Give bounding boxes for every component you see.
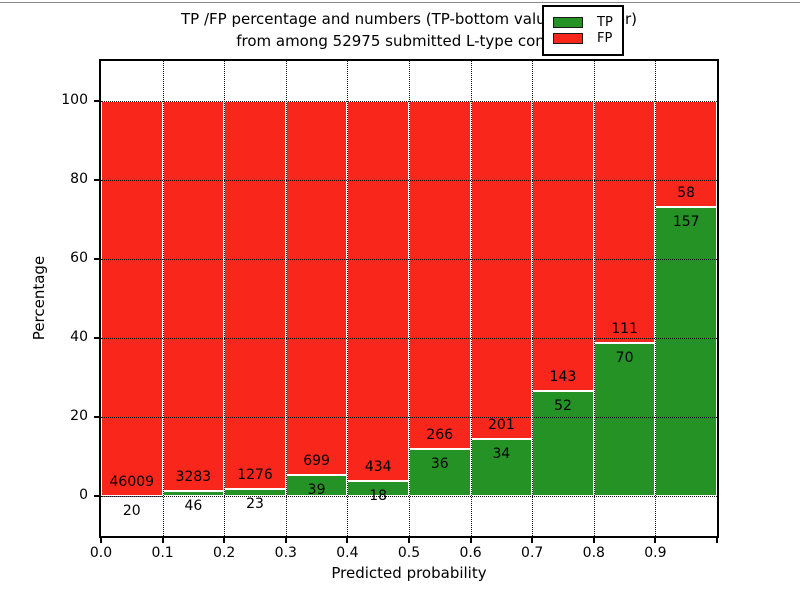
y-tick-mark: [94, 257, 99, 260]
legend: TP FP: [542, 5, 624, 56]
x-tick-mark: [654, 538, 657, 543]
tp-count-label: 46: [184, 497, 203, 514]
y-tick-label: 0: [79, 487, 88, 504]
tp-count-label: 34: [492, 446, 511, 463]
tp-count-label: 20: [122, 503, 141, 520]
x-tick-mark: [716, 538, 718, 543]
y-tick-label: 20: [70, 408, 88, 425]
vertical-gridline: [347, 61, 349, 536]
fp-count-label: 46009: [109, 474, 155, 491]
x-tick-mark: [346, 538, 349, 543]
bar-segment-fp: [593, 100, 656, 344]
bar-segment-tp: [655, 207, 717, 497]
y-tick-mark: [94, 99, 99, 102]
y-tick-label: 100: [61, 91, 88, 108]
y-tick-mark: [94, 178, 99, 181]
fp-count-label: 266: [426, 427, 454, 444]
y-tick-label: 80: [70, 170, 88, 187]
bar-segment-fp: [224, 100, 286, 490]
y-tick-label: 60: [70, 249, 88, 266]
bar-segment-tp: [470, 439, 533, 497]
tp-count-label: 36: [430, 456, 449, 473]
x-tick-label: 0.3: [274, 545, 297, 561]
bar-segment-tp: [593, 343, 656, 497]
vertical-gridline: [470, 61, 472, 536]
tp-count-label: 70: [615, 350, 634, 367]
tp-count-label: 157: [672, 214, 700, 231]
x-tick-label: 0.2: [213, 545, 236, 561]
x-tick-label: 0.9: [644, 545, 667, 561]
x-tick-mark: [223, 538, 226, 543]
chart-title: TP /FP percentage and numbers (TP-bottom…: [99, 8, 719, 52]
window-top-edge: [0, 2, 800, 3]
x-tick-mark: [284, 538, 287, 543]
legend-entry: FP: [553, 32, 613, 45]
fp-count-label: 111: [611, 321, 638, 338]
x-tick-label: 0.7: [521, 545, 544, 561]
tp-count-label: 39: [307, 482, 326, 499]
chart-title-line1: TP /FP percentage and numbers (TP-bottom…: [181, 10, 637, 28]
bar-segment-fp: [285, 100, 348, 476]
y-tick-mark: [94, 337, 99, 340]
x-tick-label: 0.5: [397, 545, 421, 561]
y-axis-label: Percentage: [30, 255, 48, 341]
bar-segment-fp: [347, 100, 409, 481]
bar-segment-fp: [101, 100, 163, 497]
tp-count-label: 52: [554, 397, 572, 414]
legend-label: FP: [597, 31, 613, 46]
fp-count-label: 434: [364, 458, 392, 475]
x-tick-mark: [100, 538, 102, 543]
tp-count-label: 18: [369, 487, 388, 504]
x-tick-label: 0.8: [582, 545, 605, 561]
vertical-gridline: [285, 61, 287, 536]
chart-title-line2: from among 52975 submitted L-type contac…: [236, 32, 582, 50]
fp-count-label: 1276: [237, 467, 273, 484]
x-tick-label: 0.4: [336, 545, 359, 561]
legend-swatch-fp: [553, 33, 583, 44]
vertical-gridline: [532, 61, 534, 536]
y-tick-mark: [94, 495, 99, 498]
x-axis-label: Predicted probability: [331, 564, 487, 582]
bar-segment-tp: [224, 489, 286, 497]
x-tick-label: 0.6: [459, 545, 482, 561]
vertical-gridline: [409, 61, 410, 536]
x-tick-label: 0.1: [151, 545, 174, 561]
x-tick-mark: [408, 538, 410, 543]
x-tick-mark: [531, 538, 534, 543]
x-tick-mark: [592, 538, 595, 543]
vertical-gridline: [224, 61, 226, 536]
fp-count-label: 699: [303, 453, 330, 470]
x-tick-mark: [161, 538, 164, 543]
plot-area: 46009 20 3283 46 1276 23 699 39 434 18 266 36 201 34 1…: [99, 59, 719, 538]
fp-count-label: 3283: [175, 468, 212, 485]
vertical-gridline: [162, 61, 164, 536]
y-tick-label: 40: [70, 329, 88, 346]
bar-segment-fp: [532, 100, 594, 391]
bar-segment-fp: [470, 100, 533, 440]
bar-segment-fp: [162, 100, 225, 491]
bar-segment-fp: [409, 100, 471, 450]
legend-label: TP: [597, 15, 613, 30]
fp-count-label: 58: [677, 185, 696, 202]
legend-entry: TP: [553, 16, 613, 29]
vertical-gridline: [593, 61, 595, 536]
legend-swatch-tp: [553, 17, 583, 28]
fp-count-label: 143: [549, 368, 577, 385]
x-tick-mark: [469, 538, 472, 543]
y-tick-mark: [94, 416, 99, 419]
fp-count-label: 201: [488, 417, 515, 434]
tp-count-label: 23: [246, 496, 264, 513]
x-tick-label: 0.0: [89, 545, 113, 561]
vertical-gridline: [655, 61, 657, 536]
